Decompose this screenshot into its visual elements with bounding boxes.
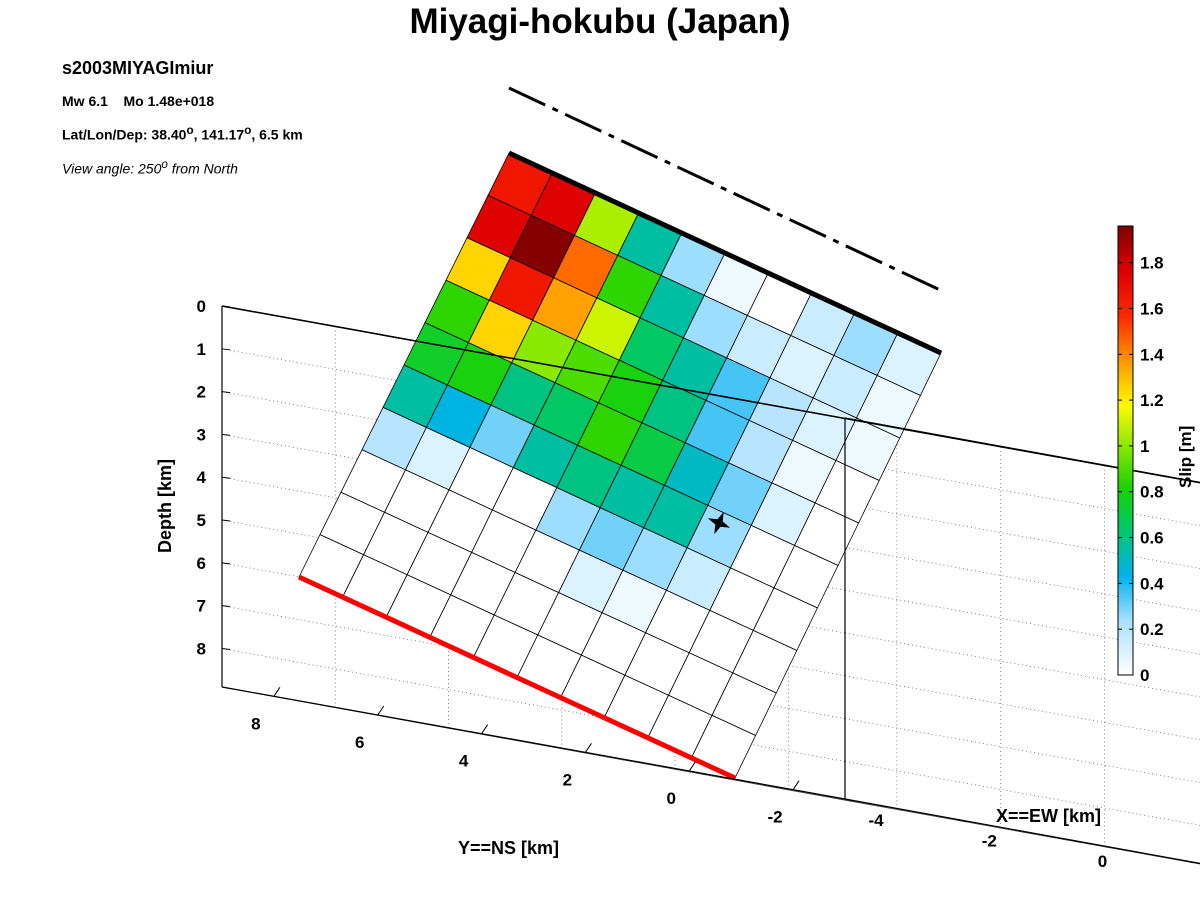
z-tick-label: 2 — [197, 383, 206, 402]
z-tick-label: 8 — [197, 639, 206, 658]
tick-mark — [958, 819, 967, 823]
tick-mark — [221, 433, 231, 436]
y-axis-label: Y==NS [km] — [458, 838, 560, 858]
tick-mark — [221, 562, 231, 565]
colorbar-gradient — [1117, 225, 1134, 676]
z-tick-label: 3 — [197, 425, 206, 444]
box-edge — [221, 686, 846, 800]
tick-mark — [221, 605, 231, 608]
event-id-label: s2003MIYAGImiur — [62, 58, 214, 78]
view-suffix: from North — [167, 160, 238, 177]
tick-mark — [221, 391, 231, 394]
grid-line — [844, 589, 1200, 655]
tick-mark — [481, 724, 488, 734]
slip-cells — [298, 152, 942, 779]
z-tick-label: 4 — [197, 468, 207, 487]
location-mid: , 141.17 — [193, 126, 245, 143]
tick-mark — [221, 476, 231, 479]
colorbar-tick-label: 0.4 — [1140, 574, 1164, 593]
box-edge — [844, 798, 1200, 864]
y-tick-label: -2 — [768, 808, 783, 827]
z-tick-label: 7 — [197, 597, 206, 616]
degree-symbol: o — [186, 124, 194, 137]
y-tick-label: 6 — [355, 733, 364, 752]
location-label: Lat/Lon/Dep: 38.40o, 141.17o, 6.5 km — [62, 124, 303, 143]
colorbar: 0 0.2 0.4 0.6 0.8 1 1.2 1.4 1.6 1.8 — [1117, 225, 1164, 685]
hypocenter-star-icon — [707, 511, 731, 535]
tick-mark — [221, 647, 231, 650]
surface-trace — [297, 574, 737, 781]
grid-line — [221, 648, 846, 762]
grid-line — [844, 461, 1200, 527]
grid-line — [689, 770, 1200, 865]
tick-mark — [221, 348, 231, 351]
grid-line — [675, 768, 1200, 864]
magnitude-label: Mw 6.1 Mo 1.48e+018 — [62, 93, 214, 109]
degree-symbol: o — [161, 158, 168, 171]
box-diagonal — [221, 305, 1200, 484]
x-axis-label: X==EW [km] — [996, 806, 1102, 826]
colorbar-tick-label: 1.2 — [1140, 391, 1164, 410]
grid-line — [844, 718, 1200, 783]
tick-mark — [844, 798, 854, 802]
degree-symbol: o — [244, 124, 252, 137]
location-suffix: , 6.5 km — [251, 126, 303, 143]
y-tick-label: 0 — [667, 789, 676, 808]
z-tick-label: 5 — [197, 511, 206, 530]
colorbar-tick-label: 1.6 — [1140, 299, 1164, 318]
colorbar-tick-label: 0.8 — [1140, 483, 1164, 502]
colorbar-tick-label: 0.6 — [1140, 529, 1164, 548]
grid-line — [844, 547, 1200, 612]
location-prefix: Lat/Lon/Dep: 38.40 — [62, 126, 187, 143]
z-tick-label: 6 — [197, 554, 206, 573]
tick-mark — [792, 780, 800, 790]
grid-line — [844, 675, 1200, 741]
colorbar-tick-label: 1.8 — [1140, 254, 1164, 273]
z-tick-label: 1 — [197, 340, 206, 359]
tick-mark — [1071, 839, 1080, 843]
grid-line — [844, 761, 1200, 826]
tick-mark — [221, 519, 231, 522]
tick-mark — [273, 687, 281, 697]
fault-lines — [297, 86, 943, 781]
surface-projection-line — [508, 86, 941, 292]
chart-title: Miyagi-hokubu (Japan) — [409, 2, 791, 41]
x-tick-label: 0 — [1098, 852, 1107, 871]
magnitude-text: Mw 6.1 Mo 1.48e+018 — [62, 93, 215, 109]
x-tick-label: -2 — [982, 832, 997, 851]
colorbar-tick-label: 1.4 — [1140, 345, 1164, 364]
grid-line — [844, 632, 1200, 698]
x-tick-label: -4 — [868, 811, 884, 830]
colorbar-label: Slip [m] — [1176, 425, 1195, 488]
fault-top-edge — [507, 150, 943, 356]
tick-mark — [585, 743, 592, 753]
tick-mark — [221, 305, 231, 308]
view-angle-label: View angle: 250o from North — [62, 158, 238, 177]
z-axis-label: Depth [km] — [155, 459, 175, 553]
tick-mark — [377, 705, 385, 716]
colorbar-tick-label: 0.2 — [1140, 620, 1164, 639]
colorbar-tick-label: 1 — [1140, 437, 1149, 456]
grid-line — [844, 504, 1200, 569]
y-tick-label: 4 — [459, 752, 469, 771]
y-tick-label: 2 — [563, 770, 572, 789]
tick-mark — [688, 761, 696, 772]
view-prefix: View angle: 250 — [62, 160, 162, 177]
colorbar-tick-label: 0 — [1140, 666, 1149, 685]
y-tick-label: 8 — [251, 714, 260, 733]
z-tick-label: 0 — [197, 297, 206, 316]
axes-box-front — [221, 305, 1200, 864]
tick-mark — [1184, 860, 1193, 864]
